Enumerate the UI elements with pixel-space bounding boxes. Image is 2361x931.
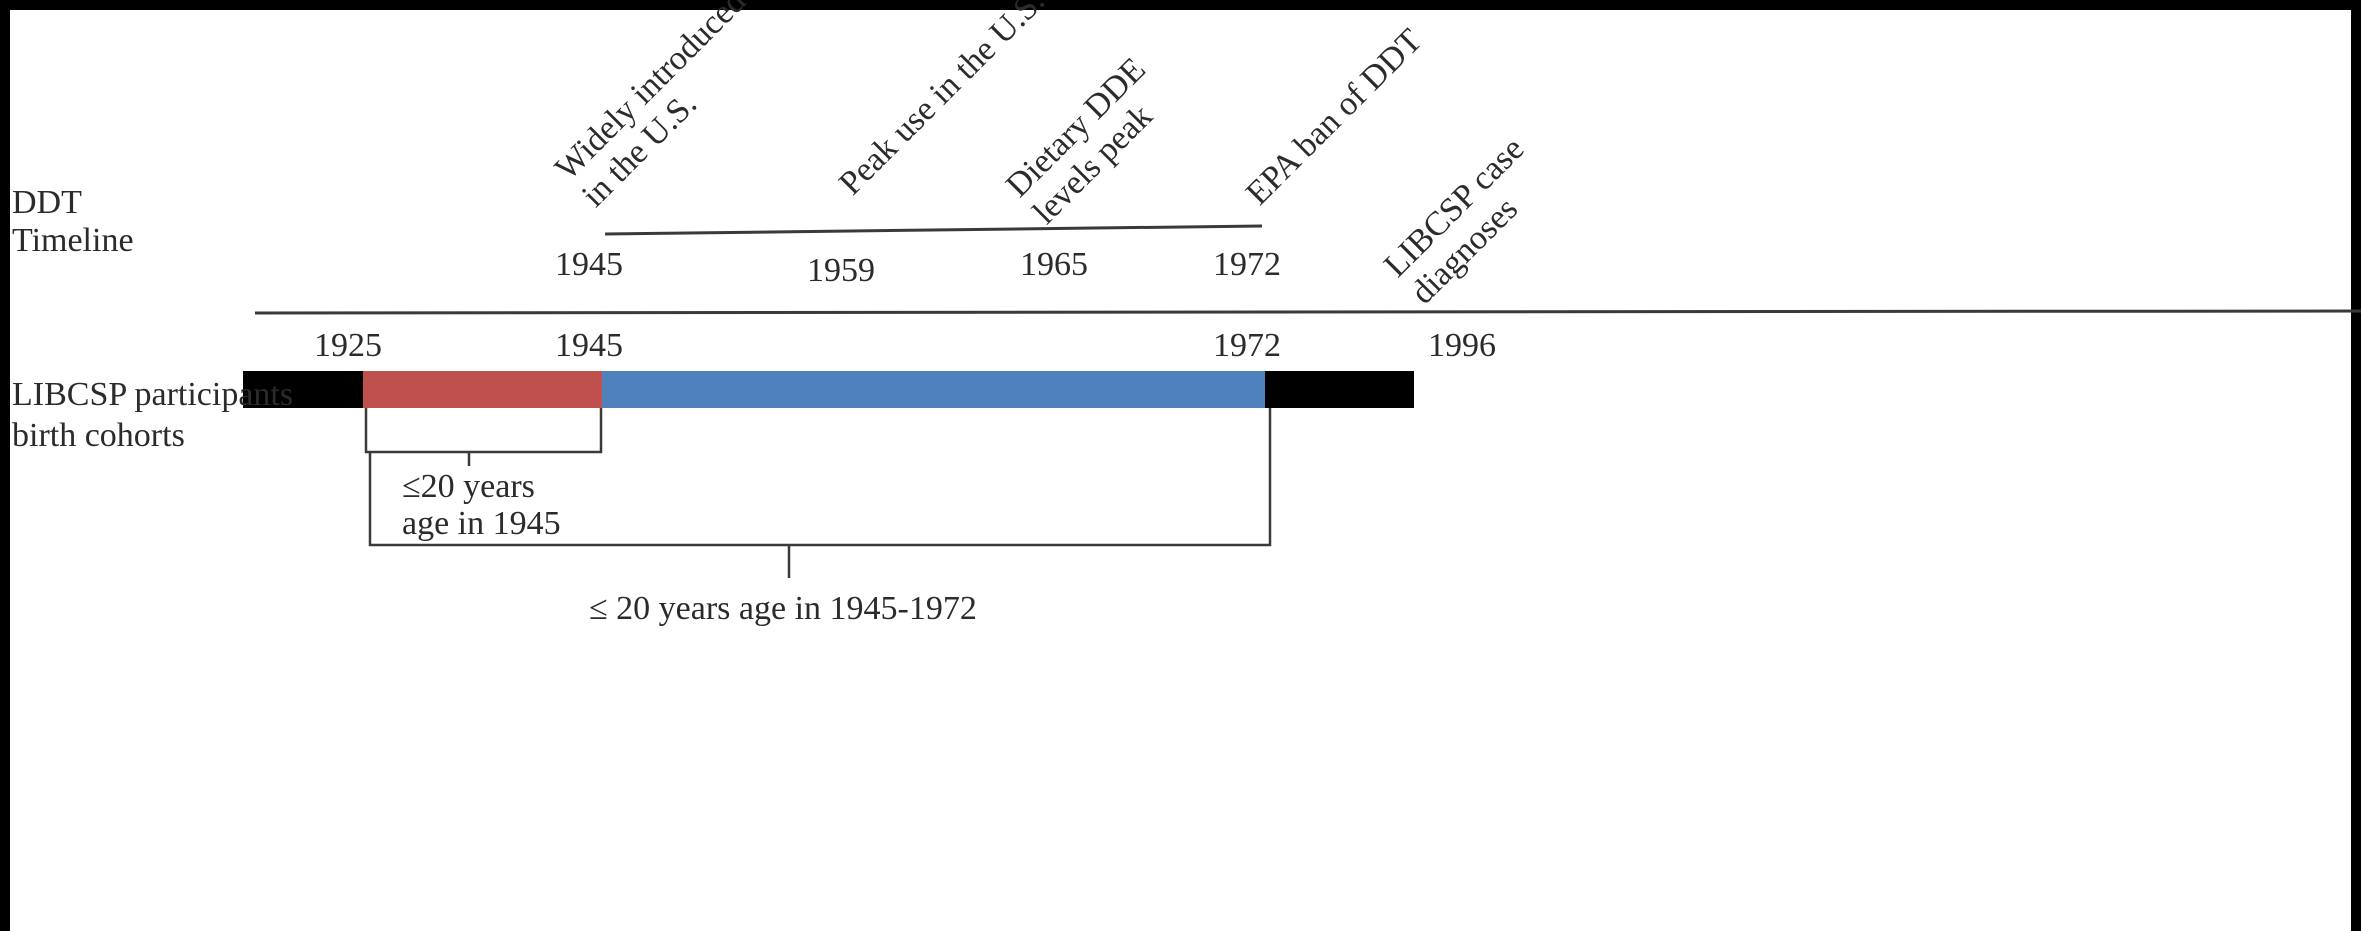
cohort-bar-1925-1945 (363, 371, 602, 408)
cohort-bar-post-1972 (1265, 371, 1414, 408)
cohort-bar-pre-1925 (243, 371, 363, 408)
ddt-timeline-label-line2: Timeline (12, 222, 134, 259)
cohort-year-1972: 1972 (1213, 327, 1281, 364)
cohort-year-1925: 1925 (314, 327, 382, 364)
ddt-use-period-line (604, 224, 1263, 236)
ddt-year-1972: 1972 (1213, 246, 1281, 283)
ddt-year-1965: 1965 (1020, 246, 1088, 283)
inner-bracket-label-line1: ≤20 years (402, 468, 535, 505)
inner-bracket (364, 408, 603, 454)
cohort-label-line2: birth cohorts (12, 417, 185, 454)
inner-bracket-label-line2: age in 1945 (402, 505, 561, 542)
ddt-year-1945: 1945 (555, 246, 623, 283)
cohort-year-1945: 1945 (555, 327, 623, 364)
ddt-year-1959: 1959 (807, 252, 875, 289)
cohort-label-line1: LIBCSP participants (12, 376, 294, 413)
cohort-bar-1945-1972 (602, 371, 1265, 408)
section-divider-line (254, 309, 2361, 315)
ddt-timeline-label-line1: DDT (12, 184, 82, 221)
outer-bracket-label: ≤ 20 years age in 1945-1972 (589, 590, 977, 627)
outer-bracket (368, 408, 1272, 547)
cohort-year-1996: 1996 (1428, 327, 1496, 364)
